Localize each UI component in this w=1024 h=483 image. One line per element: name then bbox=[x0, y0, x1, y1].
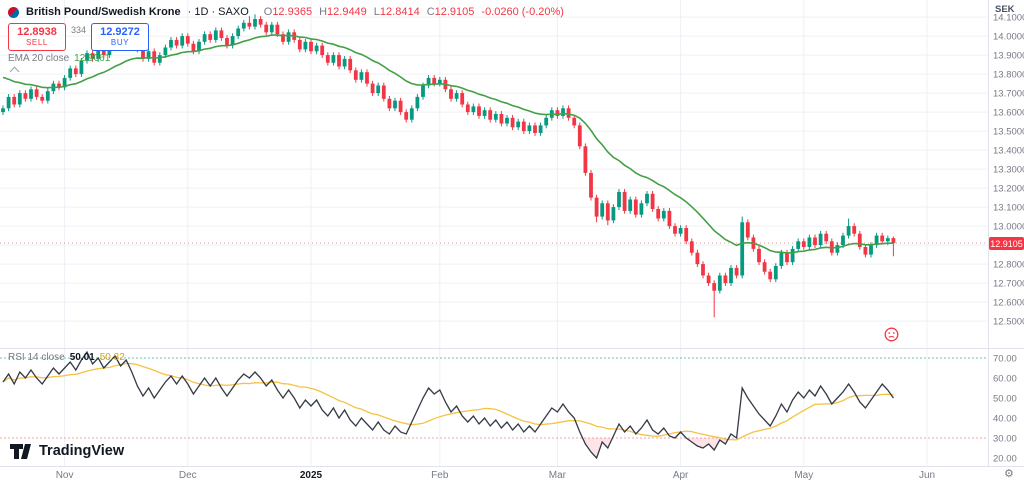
change-value: -0.0260 (-0.20%) bbox=[481, 6, 564, 18]
rsi-legend-ma-value: 50.32 bbox=[99, 352, 125, 363]
low-value: 12.8414 bbox=[379, 6, 420, 18]
svg-text:13.6000: 13.6000 bbox=[993, 108, 1024, 119]
svg-text:Feb: Feb bbox=[431, 470, 449, 481]
buy-price: 12.9272 bbox=[100, 26, 140, 38]
rsi-legend-value: 50.01 bbox=[69, 352, 95, 363]
symbol-title: British Pound/Swedish Krone bbox=[26, 6, 181, 18]
svg-text:60.00: 60.00 bbox=[993, 374, 1017, 385]
gridlines bbox=[0, 0, 988, 466]
symbol-details: · 1D · SAXO bbox=[187, 6, 249, 18]
high-value: 12.9449 bbox=[327, 6, 367, 18]
svg-text:13.5000: 13.5000 bbox=[993, 127, 1024, 138]
last-price-badge: 12.9105 bbox=[989, 237, 1024, 250]
svg-text:13.7000: 13.7000 bbox=[993, 89, 1024, 100]
rsi-line bbox=[2, 350, 894, 460]
ohlc-readout: O12.9365 H12.9449 L12.8414 C12.9105 -0.0… bbox=[264, 6, 564, 18]
rsi-axis[interactable]: 70.00 60.00 50.00 40.00 30.00 20.00 bbox=[993, 354, 1017, 465]
axis-currency-label: SEK bbox=[995, 4, 1015, 15]
svg-text:12.7000: 12.7000 bbox=[993, 279, 1024, 290]
tradingview-mark-icon bbox=[10, 443, 31, 459]
ema-legend-value: 12.9061 bbox=[74, 53, 111, 64]
tradingview-logo[interactable]: TradingView bbox=[10, 443, 124, 459]
ema-line bbox=[2, 34, 894, 254]
svg-text:2025: 2025 bbox=[300, 470, 323, 481]
svg-text:Apr: Apr bbox=[673, 470, 689, 481]
trade-buttons: 12.8938 SELL 334 12.9272 BUY bbox=[8, 23, 150, 51]
svg-text:14.1000: 14.1000 bbox=[993, 13, 1024, 24]
collapse-legend-button[interactable] bbox=[6, 64, 22, 76]
svg-text:Nov: Nov bbox=[56, 470, 74, 481]
svg-text:20.00: 20.00 bbox=[993, 454, 1017, 465]
emoji-marker-icon[interactable] bbox=[884, 327, 899, 347]
svg-text:14.0000: 14.0000 bbox=[993, 32, 1024, 43]
svg-text:May: May bbox=[794, 470, 813, 481]
svg-text:13.9000: 13.9000 bbox=[993, 51, 1024, 62]
settings-gear-icon[interactable]: ⚙ bbox=[1004, 468, 1014, 480]
ema-legend[interactable]: EMA 20 close 12.9061 bbox=[8, 53, 110, 64]
open-value: 12.9365 bbox=[272, 6, 313, 18]
svg-text:13.2000: 13.2000 bbox=[993, 184, 1024, 195]
rsi-ma-line bbox=[2, 362, 894, 441]
svg-text:Jun: Jun bbox=[919, 470, 935, 481]
svg-text:Mar: Mar bbox=[549, 470, 567, 481]
svg-text:12.6000: 12.6000 bbox=[993, 298, 1024, 309]
svg-text:12.8000: 12.8000 bbox=[993, 260, 1024, 271]
open-label: O bbox=[263, 6, 273, 18]
symbol-legend[interactable]: British Pound/Swedish Krone · 1D · SAXO … bbox=[8, 6, 564, 18]
svg-text:12.5000: 12.5000 bbox=[993, 317, 1024, 328]
svg-text:13.4000: 13.4000 bbox=[993, 146, 1024, 157]
rsi-legend-name: RSI 14 close bbox=[8, 352, 65, 363]
time-axis[interactable]: Nov Dec 2025 Feb Mar Apr May Jun bbox=[56, 470, 935, 481]
buy-label: BUY bbox=[110, 38, 130, 47]
spread-value: 334 bbox=[71, 25, 87, 35]
svg-text:50.00: 50.00 bbox=[993, 394, 1017, 405]
chevron-up-icon bbox=[9, 66, 19, 76]
svg-text:40.00: 40.00 bbox=[993, 414, 1017, 425]
high-label: H bbox=[319, 6, 328, 18]
svg-text:30.00: 30.00 bbox=[993, 434, 1017, 445]
candlesticks bbox=[1, 14, 896, 318]
svg-text:13.3000: 13.3000 bbox=[993, 165, 1024, 176]
svg-text:13.1000: 13.1000 bbox=[993, 203, 1024, 214]
sell-button[interactable]: 12.8938 SELL bbox=[8, 23, 66, 51]
svg-text:70.00: 70.00 bbox=[993, 354, 1017, 365]
sell-label: SELL bbox=[26, 38, 48, 47]
buy-button[interactable]: 12.9272 BUY bbox=[91, 23, 150, 51]
ema-legend-name: EMA 20 close bbox=[8, 53, 70, 64]
svg-text:13.8000: 13.8000 bbox=[993, 70, 1024, 81]
rsi-legend[interactable]: RSI 14 close 50.01 50.32 bbox=[8, 352, 125, 363]
svg-text:13.0000: 13.0000 bbox=[993, 222, 1024, 233]
price-axis[interactable]: 14.1000 14.0000 13.9000 13.8000 13.7000 13.60… bbox=[993, 13, 1024, 328]
close-label: C bbox=[426, 6, 435, 18]
low-label: L bbox=[373, 6, 380, 18]
tradingview-logo-text: TradingView bbox=[39, 443, 125, 459]
sell-price: 12.8938 bbox=[17, 26, 57, 38]
close-value: 12.9105 bbox=[434, 6, 475, 18]
instrument-flag-icon bbox=[8, 6, 19, 18]
svg-text:Dec: Dec bbox=[179, 470, 197, 481]
